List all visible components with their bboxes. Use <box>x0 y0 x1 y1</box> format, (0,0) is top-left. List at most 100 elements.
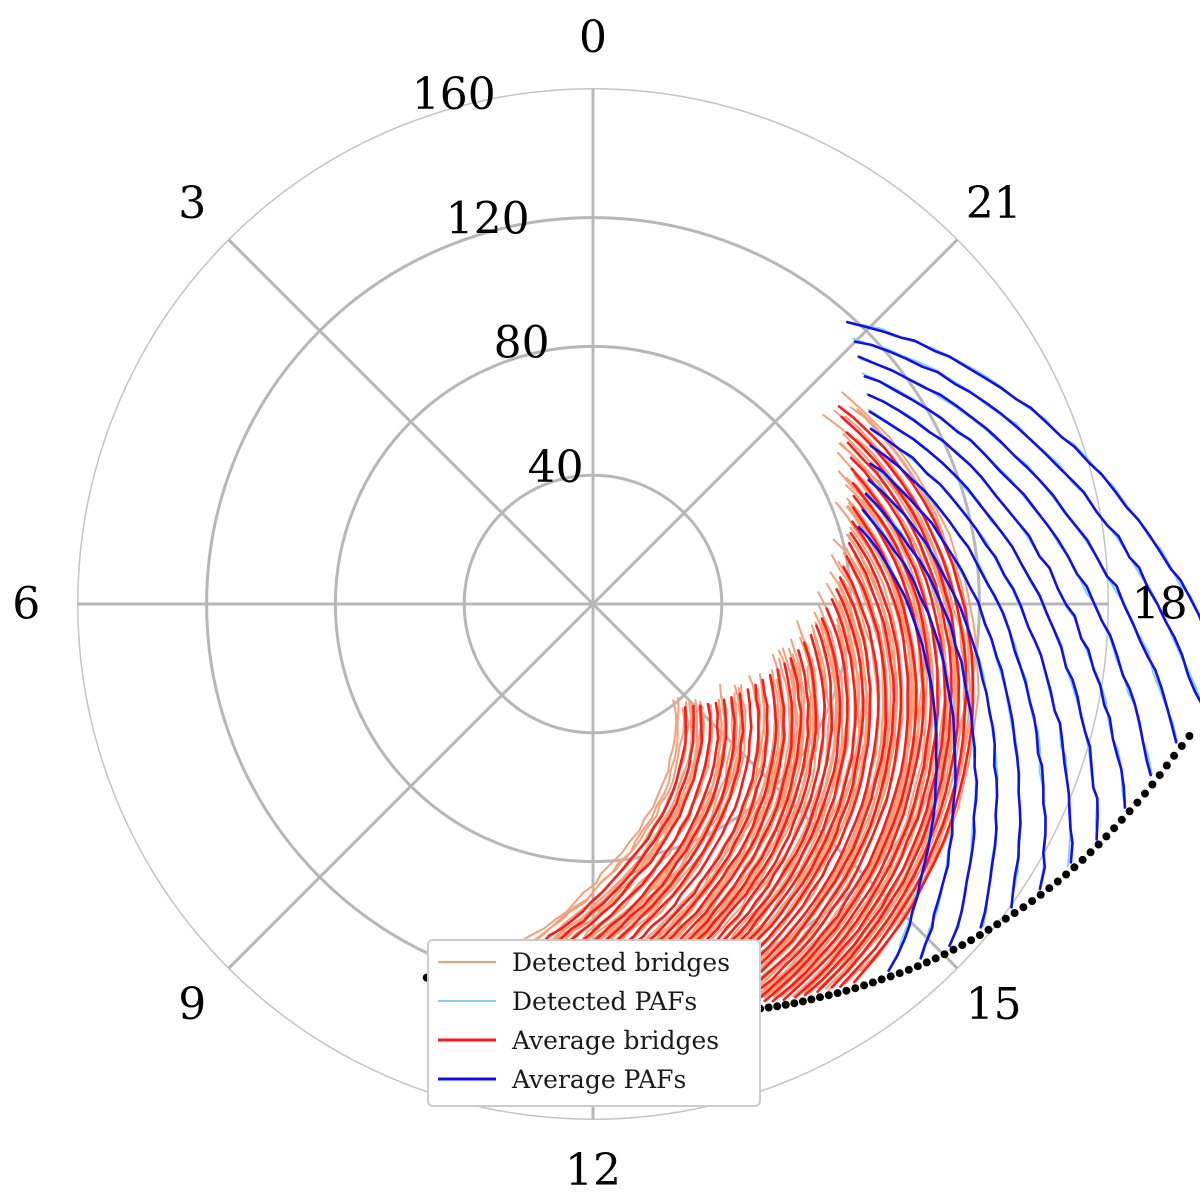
boundary-dot <box>816 993 824 1002</box>
average-paf-line <box>846 320 1200 622</box>
average-bridge-line <box>738 531 903 1007</box>
boundary-dot <box>1141 789 1149 798</box>
boundary-dot <box>886 972 895 981</box>
boundary-dot <box>824 991 833 1000</box>
boundary-dot <box>1125 807 1134 816</box>
boundary-dot <box>868 978 877 987</box>
radial-tick-label-80: 80 <box>494 318 550 369</box>
average-paf-line <box>867 393 1127 809</box>
detected-bridge-line <box>786 484 929 998</box>
average-bridge-line <box>716 555 888 1007</box>
boundary-dot <box>922 958 931 967</box>
angular-gridline-3 <box>227 238 595 606</box>
average-paf-line <box>867 479 999 929</box>
boundary-dot <box>1155 771 1164 780</box>
boundary-dot <box>1078 855 1087 864</box>
boundary-dot <box>1010 909 1019 917</box>
average-pafs <box>846 320 1200 972</box>
boundary-dot <box>949 945 958 954</box>
angular-tick-label-6: 6 <box>12 579 40 630</box>
legend: Detected bridges Detected PAFs Average b… <box>427 939 761 1107</box>
average-paf-line <box>869 462 1022 909</box>
detected-bridge-line <box>716 552 885 1005</box>
boundary-dot <box>1062 870 1071 879</box>
boundary-dot <box>851 984 860 993</box>
boundary-dot <box>904 965 913 974</box>
boundary-dot <box>1070 863 1079 872</box>
average-bridge-line <box>763 506 918 1003</box>
angular-gridline-9 <box>227 602 595 970</box>
boundary-dot <box>773 1002 782 1011</box>
boundary-dot <box>790 999 799 1008</box>
average-bridge-line <box>706 565 880 1007</box>
boundary-dot <box>798 997 807 1006</box>
boundary-dot <box>807 995 816 1004</box>
average-paf-line <box>857 355 1178 744</box>
boundary-dot <box>913 962 922 971</box>
boundary-dot <box>895 969 904 978</box>
boundary-dot <box>1036 890 1045 899</box>
boundary-dot <box>1102 832 1111 841</box>
average-bridge-line <box>803 456 947 997</box>
average-paf-line <box>853 340 1200 704</box>
detected-bridge-line <box>707 571 869 1002</box>
tick-labels: 0 3 6 9 12 15 18 21 40 80 120 160 <box>12 12 1187 1196</box>
angular-gridline-21 <box>591 238 959 606</box>
legend-label-average-bridges: Average bridges <box>511 1026 719 1055</box>
boundary-dot <box>1028 897 1037 906</box>
boundary-dot <box>1094 840 1103 849</box>
boundary-dot <box>1001 914 1010 923</box>
boundary-dot <box>1019 903 1028 912</box>
radial-tick-label-120: 120 <box>446 193 530 244</box>
detected-bridge-line <box>820 442 948 983</box>
legend-label-detected-pafs: Detected PAFs <box>512 987 697 1016</box>
boundary-dot <box>1185 732 1194 740</box>
angular-tick-label-0: 0 <box>579 12 607 63</box>
angular-tick-label-15: 15 <box>966 979 1022 1030</box>
boundary-dot <box>1162 761 1171 770</box>
average-bridge-line <box>830 431 961 989</box>
boundary-dot <box>860 981 869 990</box>
average-bridge-line <box>694 576 872 1008</box>
average-paf-line <box>863 375 1152 777</box>
boundary-dot <box>842 986 851 995</box>
average-paf-line <box>864 492 979 948</box>
boundary-dot <box>931 954 940 963</box>
boundary-dot <box>993 920 1002 929</box>
boundary-dot <box>1170 751 1179 760</box>
average-paf-line <box>857 525 938 972</box>
boundary-dot <box>940 950 949 959</box>
average-bridge-line <box>752 520 910 1005</box>
legend-frame <box>427 939 761 1107</box>
detected-bridge-line <box>721 554 879 1007</box>
detected-bridge-line <box>778 473 935 998</box>
average-paf-line <box>869 444 1047 890</box>
boundary-dot <box>958 941 967 950</box>
boundary-dot <box>833 989 842 998</box>
average-paf-line <box>861 508 957 960</box>
boundary-dot <box>1110 824 1119 833</box>
radial-tick-label-40: 40 <box>528 442 584 493</box>
average-bridge-line <box>731 541 896 1006</box>
boundary-dot <box>781 1000 790 1009</box>
boundary-dot <box>967 936 976 945</box>
average-paf-line <box>869 427 1074 864</box>
detected-bridge-line <box>825 433 958 990</box>
boundary-dot <box>1117 815 1126 824</box>
boundary-dot <box>984 925 993 934</box>
radial-tick-label-160: 160 <box>412 69 496 120</box>
angular-tick-label-21: 21 <box>966 178 1022 229</box>
boundary-dot <box>1086 848 1095 857</box>
boundary-dot <box>877 975 886 984</box>
legend-label-average-pafs: Average PAFs <box>511 1065 686 1094</box>
average-bridge-line <box>771 494 925 1003</box>
angular-tick-label-9: 9 <box>178 979 206 1030</box>
boundary-dot <box>764 1003 773 1012</box>
boundary-dot <box>1177 742 1186 750</box>
angular-tick-label-18: 18 <box>1132 579 1188 630</box>
average-paf-line <box>868 410 1099 841</box>
detected-bridge-line <box>760 504 914 999</box>
angular-tick-label-3: 3 <box>178 178 206 229</box>
angular-tick-label-12: 12 <box>565 1145 621 1196</box>
